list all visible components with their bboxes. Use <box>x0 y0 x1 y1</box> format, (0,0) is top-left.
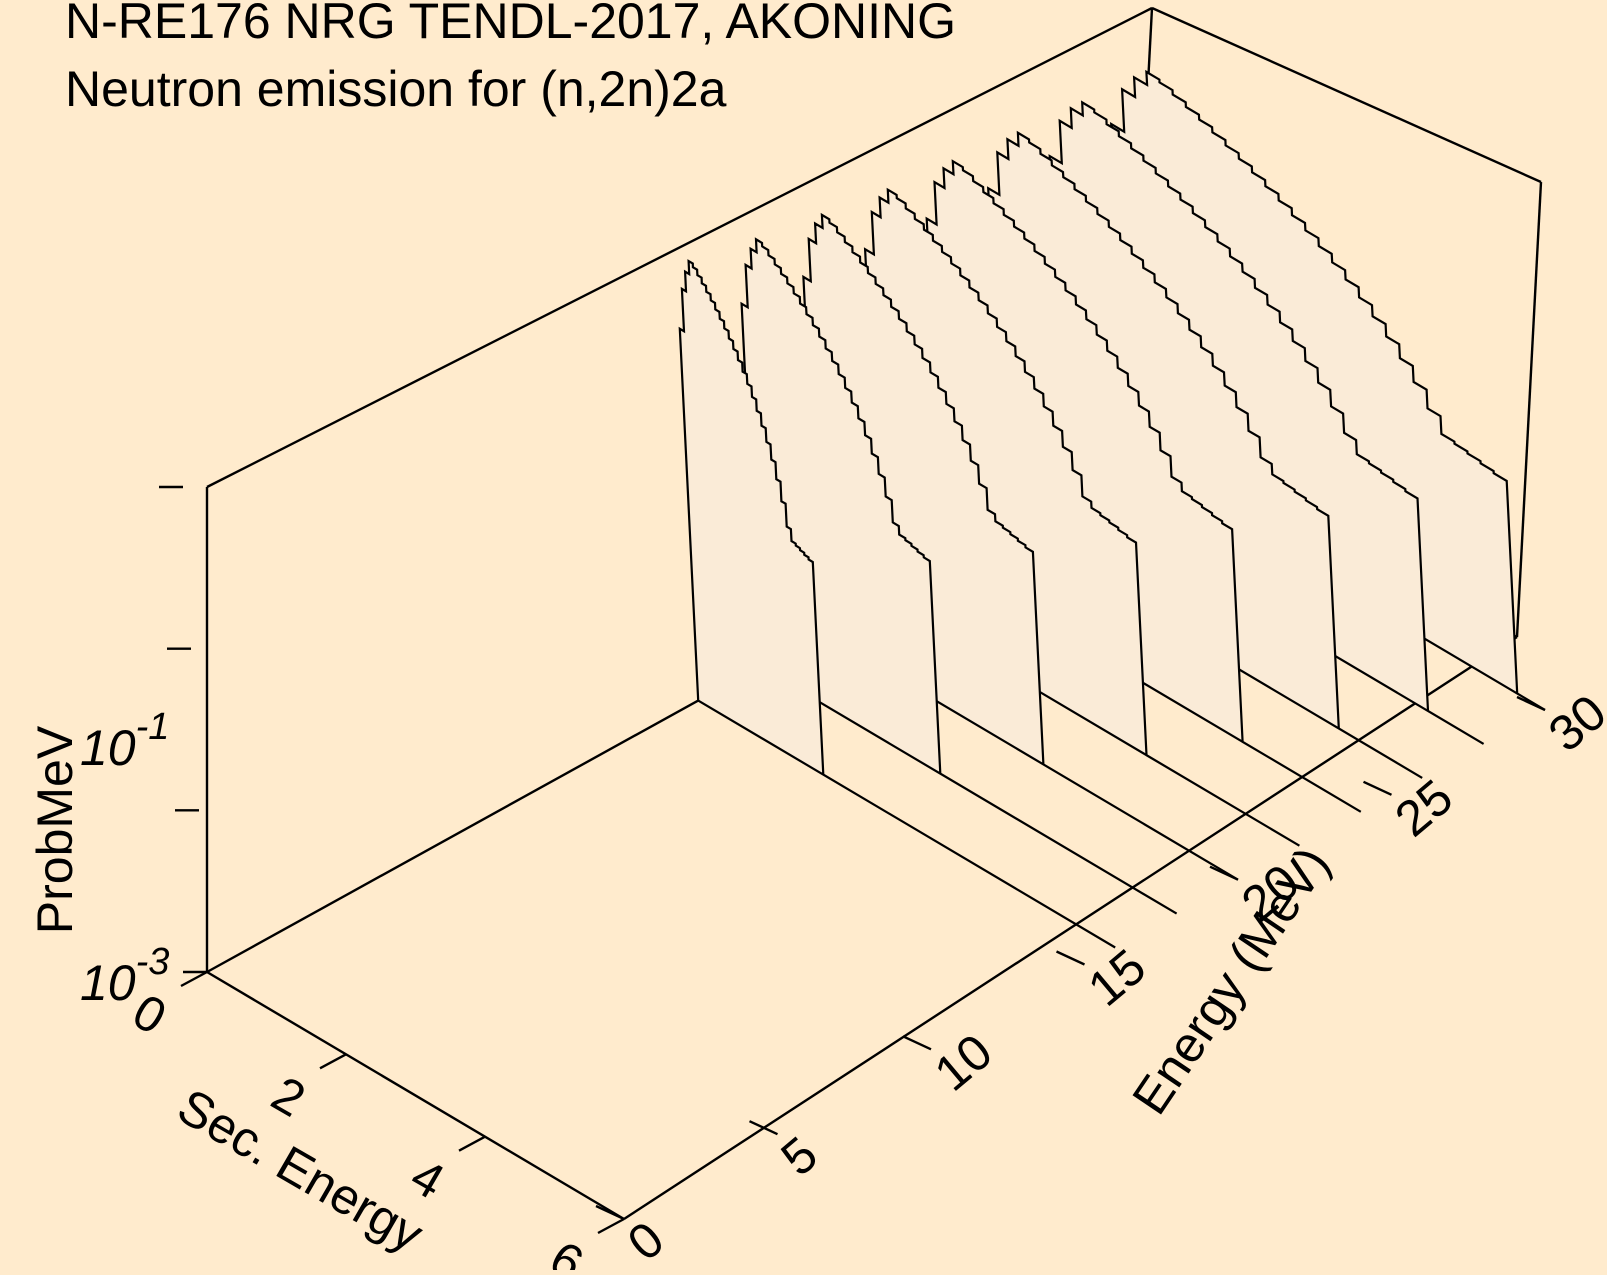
spectrum-curve <box>863 187 1300 847</box>
front-energy-edge <box>623 635 1518 1221</box>
y-tick-mark <box>458 1135 486 1152</box>
z-axis: ProbMeV 10-3 10-1 <box>27 485 207 1011</box>
x-tick-label: 15 <box>1078 938 1157 1017</box>
y-tick-mark <box>319 1053 347 1070</box>
back-right-top-edge <box>1151 6 1542 184</box>
z-tick-label: 10-3 <box>80 941 169 1011</box>
x-tick-mark <box>748 1120 779 1136</box>
x-tick-label: 25 <box>1385 769 1464 848</box>
z-tick-label: 10-1 <box>80 706 169 776</box>
x-tick-mark <box>1209 865 1239 881</box>
spectrum-curve <box>740 237 1178 915</box>
x-tick-mark <box>902 1035 932 1051</box>
x-tick-mark <box>1362 780 1393 796</box>
spectrum-curve <box>925 159 1362 813</box>
x-tick-label: 5 <box>771 1126 828 1187</box>
x-tick-mark <box>595 1204 625 1221</box>
y-axis-title: Sec. Energy <box>169 1078 433 1263</box>
spectrum-curve <box>802 212 1239 881</box>
x-tick-label: 30 <box>1538 684 1607 763</box>
front-sec-energy-edge <box>206 970 625 1221</box>
x-tick-mark <box>1516 695 1546 712</box>
spectrum-curve <box>987 130 1423 779</box>
back-top-edge <box>206 6 1153 489</box>
y-tick-label: 2 <box>263 1065 315 1127</box>
chart-title: N-RE176 NRG TENDL-2017, AKONING <box>65 0 956 49</box>
right-vertical-edge <box>1515 181 1543 638</box>
y-tick-mark <box>180 970 208 988</box>
spectra-group <box>678 69 1546 949</box>
z-axis-title: ProbMeV <box>27 725 83 934</box>
x-tick-label: 0 <box>617 1211 674 1270</box>
x-tick-mark <box>1055 950 1086 966</box>
x-tick-label: 10 <box>924 1023 1003 1102</box>
y-tick-mark <box>597 1217 625 1235</box>
y-tick-label: 6 <box>541 1230 593 1270</box>
chart-subtitle: Neutron emission for (n,2n)2a <box>65 61 727 117</box>
spectrum-curve <box>1048 100 1485 745</box>
spectrum-curve <box>678 259 1116 949</box>
